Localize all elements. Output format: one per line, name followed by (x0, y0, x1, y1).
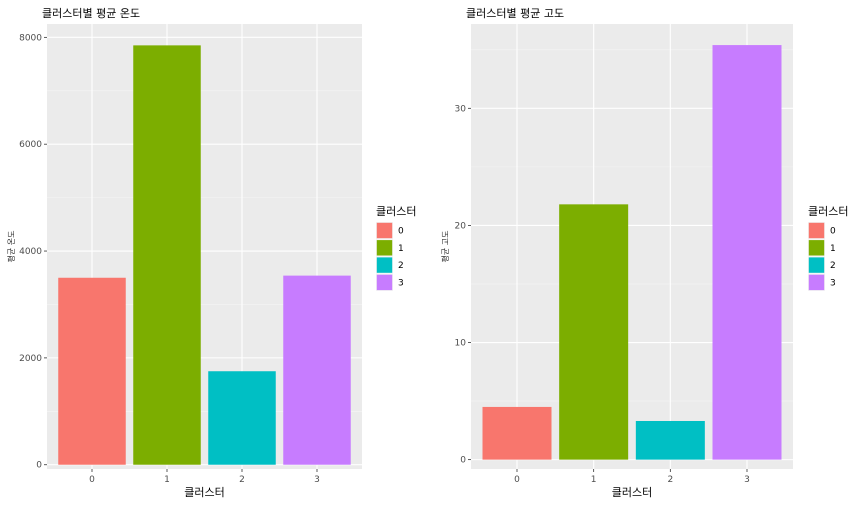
chart-title: 클러스터별 평균 고도 (466, 7, 564, 20)
legend-label: 0 (830, 227, 836, 237)
legend-swatch-3 (377, 275, 392, 290)
legend-swatch-0 (377, 223, 392, 238)
legend-label: 2 (830, 261, 836, 271)
x-tick-label: 1 (591, 475, 597, 485)
x-axis-label: 클러스터 (184, 486, 224, 499)
x-tick-label: 2 (239, 475, 245, 485)
bar-3 (283, 276, 351, 465)
legend: 클러스터 0 1 2 3 (808, 205, 848, 291)
chart-title: 클러스터별 평균 온도 (42, 7, 140, 20)
y-tick-label: 4000 (19, 247, 42, 257)
y-tick-label: 10 (455, 339, 467, 349)
y-axis-label: 평균 온도 (6, 231, 16, 263)
x-tick-label: 0 (89, 475, 95, 485)
legend-swatch-2 (809, 257, 824, 272)
legend-title: 클러스터 (808, 205, 848, 218)
bar-0 (58, 278, 126, 465)
x-tick-label: 1 (164, 475, 170, 485)
legend-swatch-2 (377, 257, 392, 272)
x-tick-label: 2 (667, 475, 673, 485)
bar-1 (559, 204, 628, 459)
legend-title: 클러스터 (376, 205, 416, 218)
y-tick-label: 30 (455, 104, 467, 114)
bar-2 (636, 421, 705, 460)
legend-swatch-0 (809, 223, 824, 238)
y-tick-label: 20 (455, 221, 467, 231)
legend-label: 3 (830, 278, 836, 288)
legend-label: 2 (398, 261, 404, 271)
bar-0 (483, 407, 552, 460)
y-tick-label: 6000 (19, 140, 42, 150)
legend-label: 3 (398, 278, 404, 288)
bar-1 (133, 45, 201, 464)
y-tick-label: 2000 (19, 354, 42, 364)
legend-label: 1 (398, 244, 404, 254)
legend-swatch-1 (377, 240, 392, 255)
x-tick-label: 0 (514, 475, 520, 485)
bar-3 (713, 45, 782, 460)
y-axis-label: 평균 고도 (440, 231, 450, 263)
y-tick-label: 8000 (19, 33, 42, 43)
bar-2 (208, 371, 276, 464)
y-tick-label: 0 (36, 461, 42, 471)
legend: 클러스터 0 1 2 3 (376, 205, 416, 291)
legend-swatch-1 (809, 240, 824, 255)
x-axis-label: 클러스터 (612, 486, 652, 499)
y-tick-label: 0 (460, 456, 466, 466)
legend-label: 1 (830, 244, 836, 254)
x-tick-label: 3 (744, 475, 750, 485)
legend-swatch-3 (809, 275, 824, 290)
x-tick-label: 3 (314, 475, 320, 485)
legend-label: 0 (398, 227, 404, 237)
